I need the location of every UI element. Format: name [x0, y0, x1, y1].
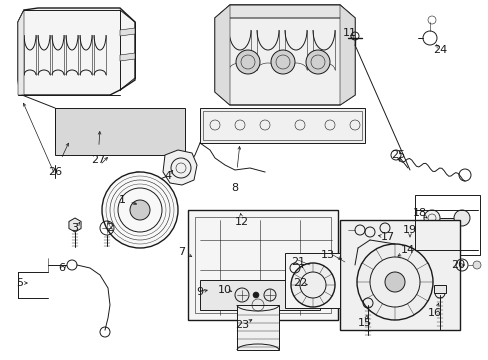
Bar [200, 280, 319, 310]
Circle shape [290, 263, 334, 307]
Text: 5: 5 [17, 278, 23, 288]
Text: 10: 10 [218, 285, 231, 295]
Circle shape [102, 172, 178, 248]
Polygon shape [163, 150, 197, 185]
Text: 6: 6 [59, 263, 65, 273]
Circle shape [270, 50, 294, 74]
Circle shape [472, 261, 480, 269]
Circle shape [384, 272, 404, 292]
Polygon shape [120, 53, 135, 61]
Circle shape [130, 200, 150, 220]
Text: 26: 26 [48, 167, 62, 177]
Polygon shape [55, 108, 184, 155]
Polygon shape [215, 5, 229, 105]
Text: 16: 16 [427, 308, 441, 318]
Circle shape [423, 210, 439, 226]
Text: 12: 12 [234, 217, 248, 227]
Circle shape [305, 50, 329, 74]
Text: 9: 9 [196, 287, 203, 297]
Text: 1: 1 [118, 195, 125, 205]
Text: 13: 13 [320, 250, 334, 260]
Text: 19: 19 [402, 225, 416, 235]
Text: 18: 18 [412, 208, 426, 218]
Bar [203, 111, 361, 140]
Bar [285, 253, 339, 308]
Text: 24: 24 [432, 45, 446, 55]
Text: 21: 21 [290, 257, 305, 267]
Text: 8: 8 [231, 183, 238, 193]
Text: 27: 27 [91, 155, 105, 165]
Circle shape [356, 244, 432, 320]
Text: 17: 17 [380, 232, 394, 242]
Bar [237, 305, 279, 350]
Polygon shape [215, 5, 354, 18]
Polygon shape [339, 5, 354, 105]
Bar [187, 210, 337, 320]
Circle shape [252, 292, 259, 298]
Text: 2: 2 [106, 223, 113, 233]
Polygon shape [18, 8, 135, 95]
Bar [433, 285, 445, 293]
Polygon shape [69, 218, 81, 232]
Bar [414, 195, 479, 255]
Text: 14: 14 [400, 245, 414, 255]
Bar [339, 220, 459, 330]
Text: 25: 25 [390, 150, 404, 160]
Circle shape [453, 210, 469, 226]
Text: 15: 15 [357, 318, 371, 328]
Bar [195, 217, 330, 313]
Bar [200, 108, 364, 143]
Text: 7: 7 [178, 247, 185, 257]
Text: 23: 23 [234, 320, 248, 330]
Circle shape [236, 50, 260, 74]
Text: 20: 20 [450, 260, 464, 270]
Polygon shape [18, 10, 24, 95]
Text: 11: 11 [342, 28, 356, 38]
Text: 4: 4 [164, 171, 171, 181]
Polygon shape [215, 5, 354, 105]
Polygon shape [120, 28, 135, 36]
Text: 22: 22 [292, 278, 306, 288]
Text: 3: 3 [71, 223, 79, 233]
